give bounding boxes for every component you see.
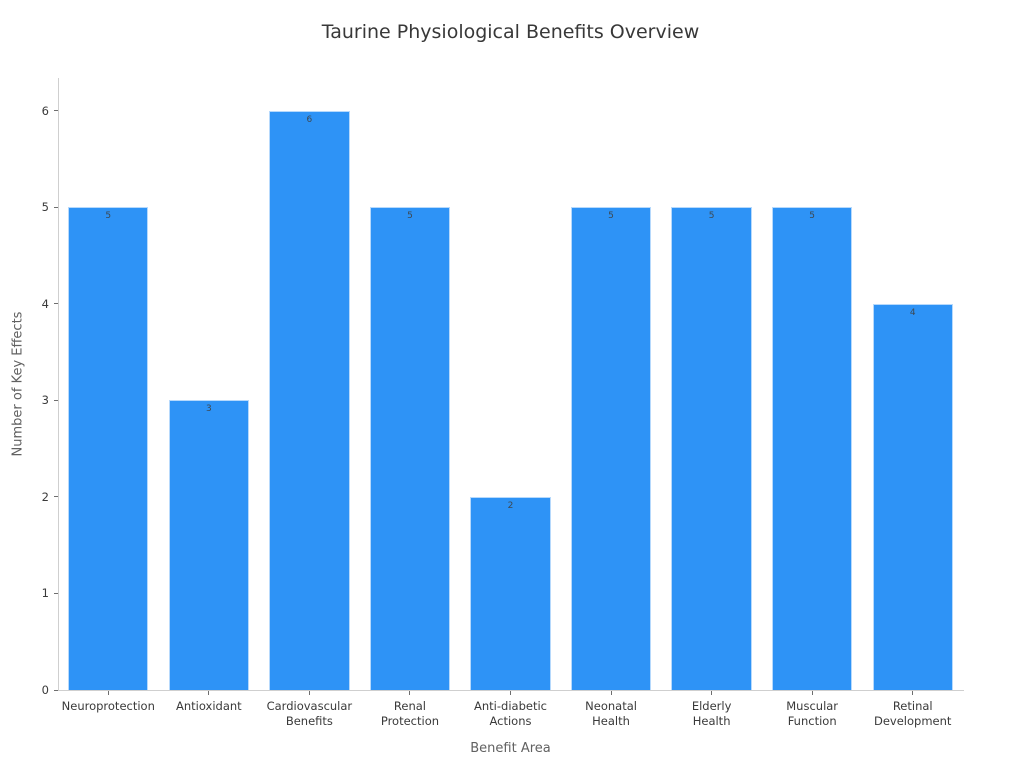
x-tick-mark (811, 691, 813, 695)
bar-value-label: 5 (809, 211, 816, 222)
y-tick-label: 6 (41, 103, 49, 118)
x-tick-mark (912, 691, 914, 695)
bar-value-label: 6 (306, 114, 313, 125)
x-tick-label: Renal Protection (380, 699, 440, 728)
bar-value-label: 5 (708, 211, 715, 222)
y-tick-mark (54, 689, 58, 691)
y-tick-label: 5 (41, 200, 49, 215)
bar: 5 (771, 207, 853, 690)
y-tick-label: 3 (41, 393, 49, 408)
x-tick-label: Antioxidant (175, 699, 242, 713)
y-tick-mark (54, 399, 58, 401)
bar: 5 (68, 207, 149, 690)
x-tick-mark (107, 691, 109, 695)
x-tick-mark (409, 691, 411, 695)
x-tick-mark (208, 691, 210, 695)
bar: 2 (470, 496, 551, 690)
y-axis-title: Number of Key Effects (10, 311, 26, 457)
x-tick-label: Retinal Development (874, 699, 952, 728)
y-tick-mark (54, 496, 58, 498)
bar: 3 (168, 400, 250, 690)
bar: 4 (872, 303, 953, 690)
bar: 5 (570, 207, 652, 690)
x-tick-label: Muscular Function (786, 699, 839, 728)
bar-value-label: 5 (608, 211, 614, 222)
bar-value-label: 4 (909, 307, 916, 318)
x-tick-mark (510, 691, 511, 695)
y-tick-mark (54, 592, 58, 594)
x-tick-mark (610, 691, 612, 695)
y-tick-mark (54, 206, 58, 208)
x-tick-label: Cardiovascular Benefits (266, 699, 353, 728)
bar-value-label: 5 (407, 211, 413, 222)
y-tick-label: 0 (41, 683, 49, 697)
x-tick-label: Anti-diabetic Actions (474, 699, 547, 728)
y-tick-label: 2 (41, 489, 49, 504)
y-tick-label: 4 (41, 296, 49, 311)
bar-value-label: 5 (105, 211, 112, 222)
bar: 5 (671, 207, 752, 690)
chart-title: Taurine Physiological Benefits Overview (321, 21, 700, 43)
plot-area (58, 78, 964, 691)
bar-value-label: 2 (507, 500, 514, 511)
x-tick-label: Neonatal Health (585, 699, 637, 728)
bar-value-label: 3 (205, 404, 212, 415)
y-tick-mark (54, 110, 58, 112)
x-tick-label: Elderly Health (691, 699, 732, 728)
bar: 6 (269, 110, 350, 690)
y-tick-mark (54, 303, 58, 305)
x-tick-mark (711, 691, 713, 695)
x-tick-mark (308, 691, 310, 695)
bar: 5 (369, 207, 451, 690)
x-axis-title: Benefit Area (470, 741, 551, 756)
x-tick-label: Neuroprotection (61, 699, 155, 713)
y-tick-label: 1 (41, 586, 49, 601)
